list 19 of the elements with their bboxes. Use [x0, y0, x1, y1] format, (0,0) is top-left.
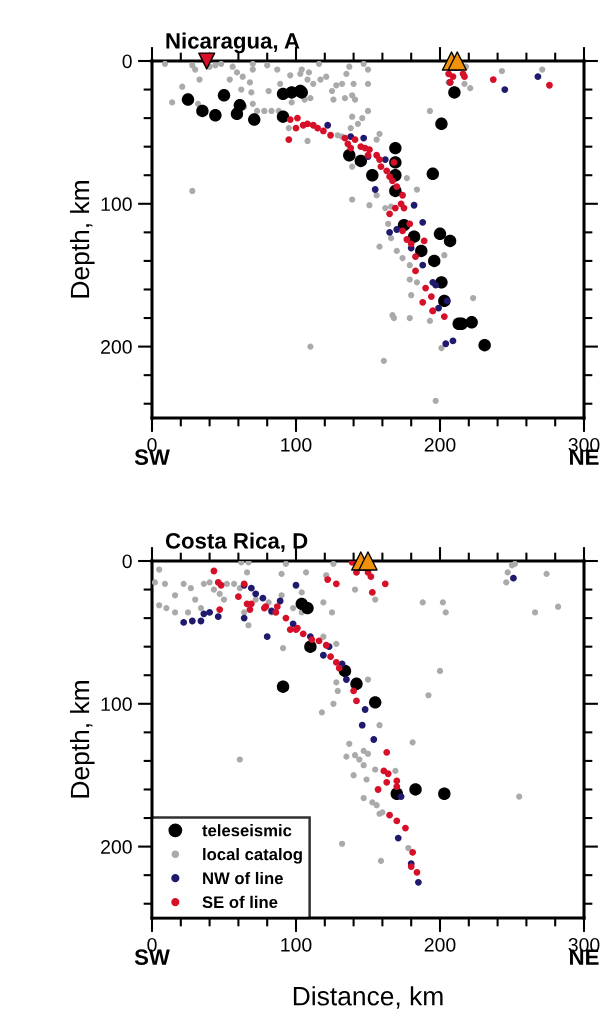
legend-label: SE of line — [202, 895, 278, 909]
y-tick-label: 100 — [101, 197, 132, 212]
legend-label: NW of line — [203, 871, 283, 885]
y-tick-label: 0 — [122, 554, 132, 569]
x-axis-title: Distance, km — [293, 986, 443, 1009]
y-tick-label: 200 — [101, 340, 132, 354]
x-tick-label: 100 — [281, 937, 312, 952]
x-tick-label: 100 — [281, 437, 312, 452]
y-tick-label: 100 — [101, 697, 132, 712]
chart-title: Costa Rica, D — [165, 532, 308, 552]
legend-label: teleseismic — [202, 824, 292, 837]
y-tick-label: 0 — [122, 54, 132, 69]
y-tick-label: 200 — [101, 840, 132, 854]
legend-label: local catalog — [203, 847, 302, 864]
x-tick-label: 200 — [424, 437, 456, 452]
y-axis-title: Depth, km — [69, 681, 95, 798]
y-axis-title: Depth, km — [69, 181, 95, 298]
chart-title: Nicaragua, A — [166, 32, 300, 54]
x-tick-label: 200 — [424, 937, 456, 952]
